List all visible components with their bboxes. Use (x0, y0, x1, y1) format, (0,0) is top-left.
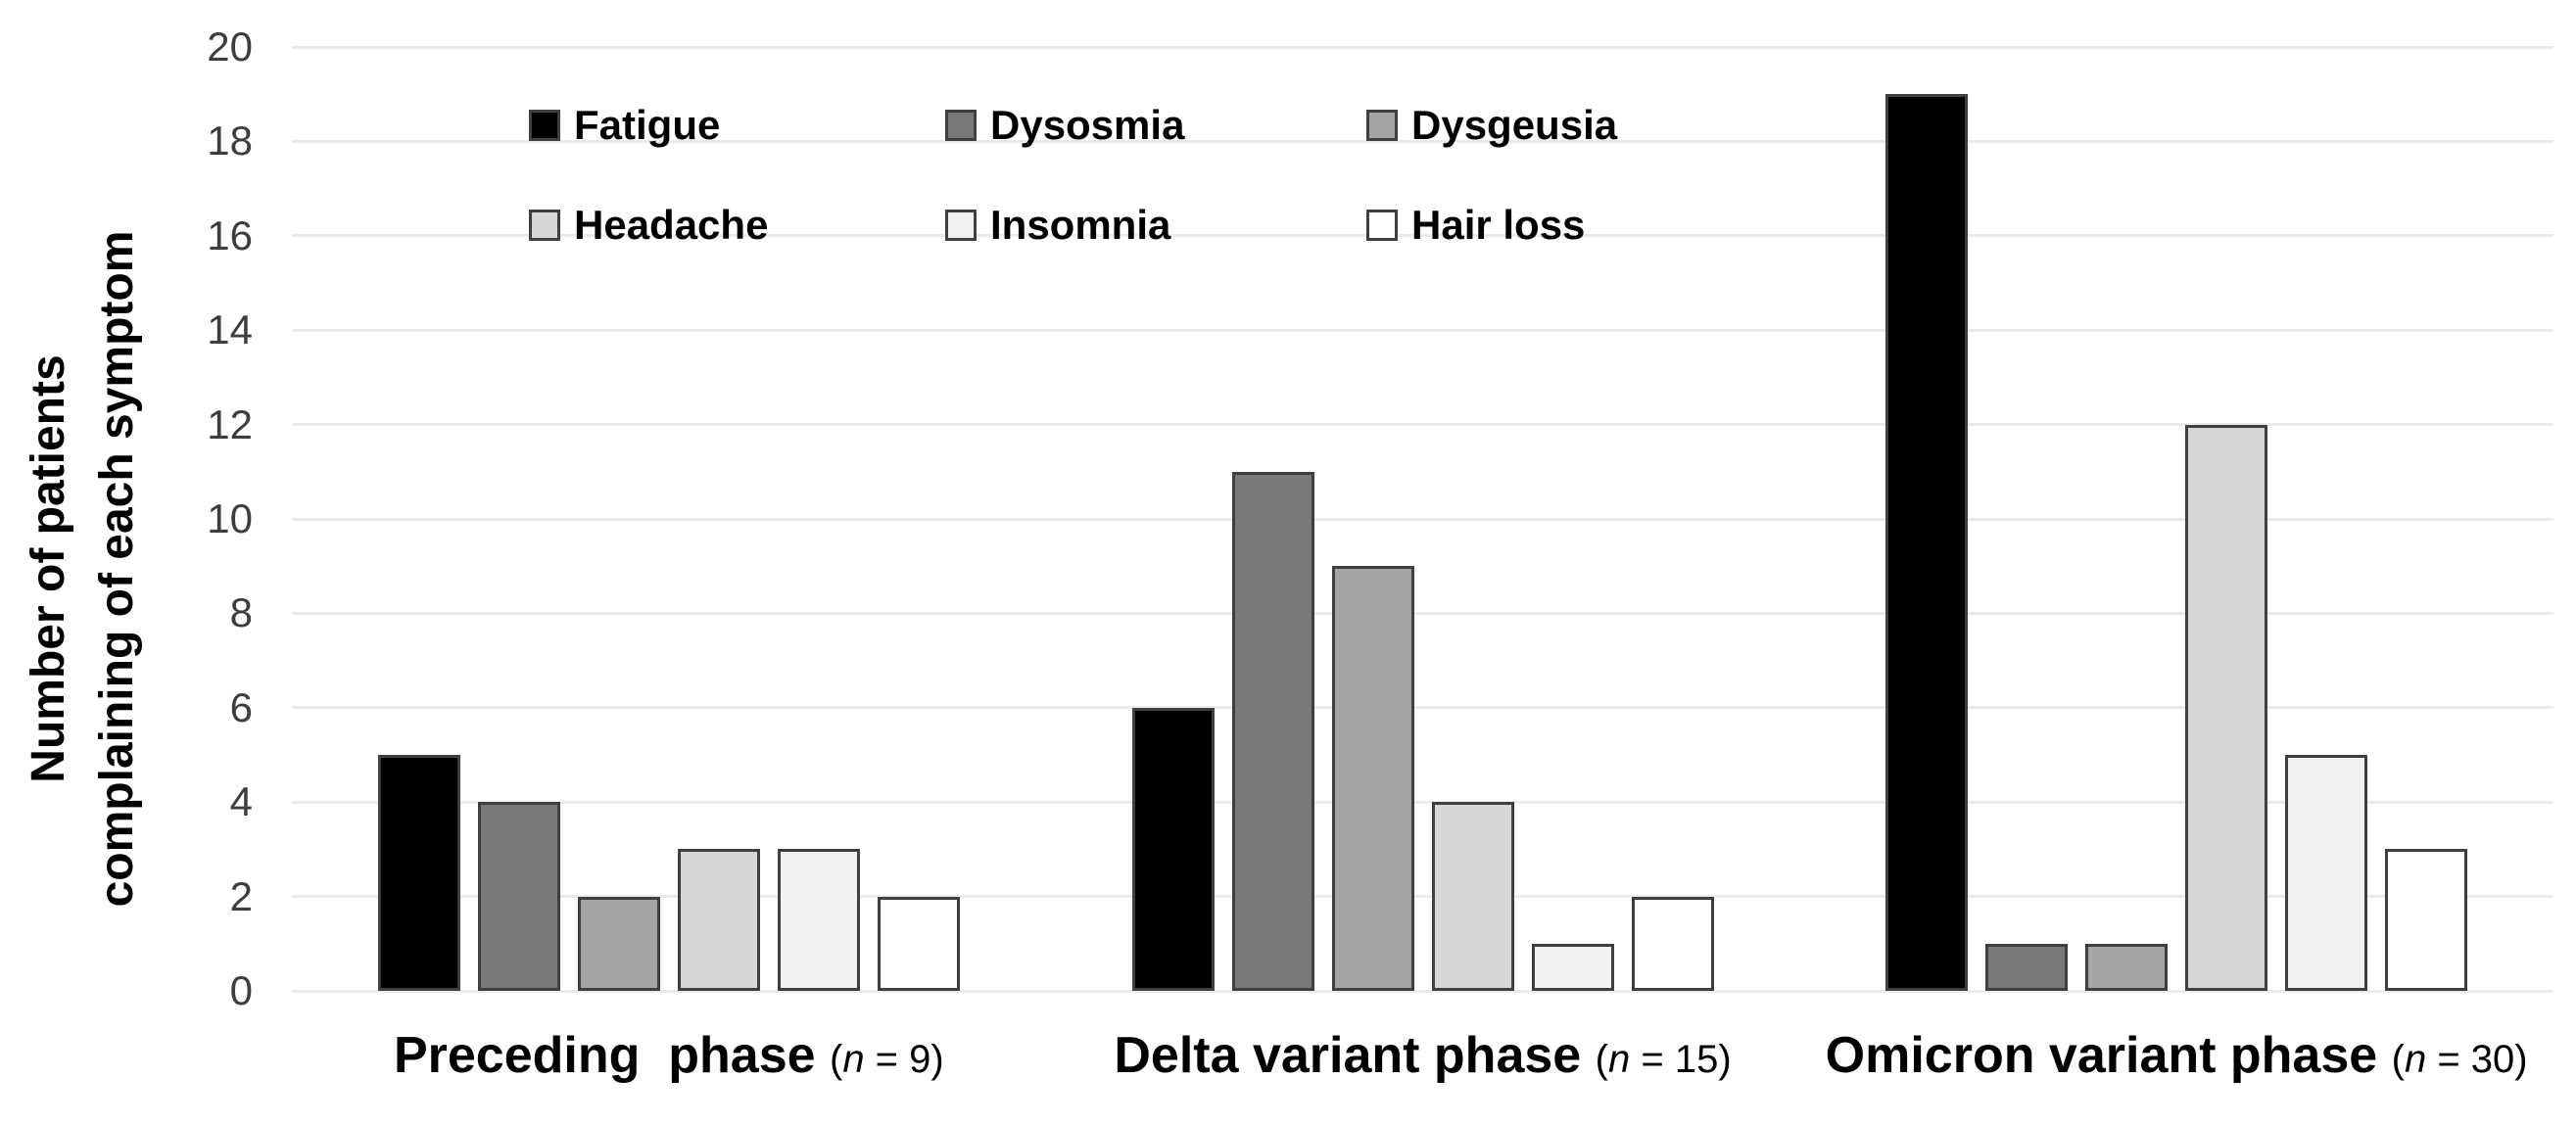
bar-preceding-phase-dysosmia (477, 802, 560, 991)
bar-preceding-phase-insomnia (777, 849, 860, 991)
y-tick-label-14: 14 (207, 306, 253, 353)
legend-label-headache: Headache (574, 202, 769, 248)
bar-omicron-variant-phase-fatigue (1885, 94, 1969, 991)
x-axis-group-label-delta-variant-phase: Delta variant phase (n = 15) (933, 1026, 1913, 1085)
bar-delta-variant-phase-fatigue (1131, 707, 1215, 991)
y-tick-label-2: 2 (229, 872, 253, 919)
gridline-2 (292, 895, 2553, 899)
y-tick-label-4: 4 (229, 778, 253, 825)
bar-omicron-variant-phase-dysgeusia (2085, 943, 2169, 991)
y-tick-label-12: 12 (207, 400, 253, 447)
x-axis-group-label-preceding-phase: Preceding phase (n = 9) (179, 1026, 1159, 1085)
bar-omicron-variant-phase-dysosmia (1985, 943, 2069, 991)
x-axis-group-n-note: (n = 15) (1595, 1038, 1732, 1081)
legend-item-hair-loss: Hair loss (1366, 202, 1585, 249)
bar-omicron-variant-phase-hair-loss (2385, 849, 2468, 991)
bar-preceding-phase-headache (677, 849, 760, 991)
legend-swatch-insomnia (945, 210, 977, 241)
legend-swatch-hair-loss (1366, 210, 1398, 241)
y-tick-label-8: 8 (229, 589, 253, 636)
gridline-6 (292, 706, 2553, 710)
gridline-16 (292, 234, 2553, 238)
bar-delta-variant-phase-hair-loss (1631, 896, 1714, 991)
y-tick-label-18: 18 (207, 117, 253, 164)
bar-preceding-phase-hair-loss (877, 896, 960, 991)
x-axis-group-label-omicron-variant-phase: Omicron variant phase (n = 30) (1687, 1026, 2576, 1085)
legend-swatch-dysosmia (945, 110, 977, 141)
gridline-4 (292, 800, 2553, 804)
x-axis-group-label-text: Delta variant phase (1114, 1027, 1596, 1084)
legend-item-headache: Headache (529, 202, 768, 249)
gridline-10 (292, 517, 2553, 521)
legend-label-insomnia: Insomnia (990, 202, 1171, 248)
gridline-0 (292, 989, 2553, 993)
bar-delta-variant-phase-headache (1431, 802, 1514, 991)
bar-omicron-variant-phase-headache (2185, 424, 2268, 991)
y-tick-label-20: 20 (207, 23, 253, 70)
gridline-20 (292, 45, 2553, 49)
bar-delta-variant-phase-dysgeusia (1331, 566, 1414, 991)
legend-label-hair-loss: Hair loss (1411, 202, 1586, 248)
gridline-8 (292, 611, 2553, 615)
bar-delta-variant-phase-dysosmia (1231, 471, 1314, 991)
x-axis-group-label-text: Preceding phase (393, 1027, 830, 1084)
legend-label-dysgeusia: Dysgeusia (1411, 102, 1618, 148)
x-axis-group-label-text: Omicron variant phase (1825, 1027, 2392, 1084)
gridline-12 (292, 423, 2553, 427)
bar-omicron-variant-phase-insomnia (2285, 755, 2368, 991)
bar-preceding-phase-fatigue (377, 755, 460, 991)
gridline-18 (292, 139, 2553, 143)
y-tick-label-16: 16 (207, 211, 253, 258)
legend-swatch-fatigue (529, 110, 560, 141)
legend-item-insomnia: Insomnia (945, 202, 1170, 249)
legend-swatch-headache (529, 210, 560, 241)
bar-preceding-phase-dysgeusia (577, 896, 660, 991)
legend-item-dysosmia: Dysosmia (945, 102, 1184, 149)
y-tick-label-10: 10 (207, 495, 253, 541)
legend-label-dysosmia: Dysosmia (990, 102, 1185, 148)
x-axis-group-n-note: (n = 9) (829, 1038, 944, 1081)
legend-swatch-dysgeusia (1366, 110, 1398, 141)
y-tick-label-0: 0 (229, 967, 253, 1013)
y-tick-label-6: 6 (229, 683, 253, 730)
legend-item-fatigue: Fatigue (529, 102, 720, 149)
x-axis-group-n-note: (n = 30) (2391, 1038, 2528, 1081)
bar-delta-variant-phase-insomnia (1531, 943, 1614, 991)
gridline-14 (292, 328, 2553, 332)
legend-label-fatigue: Fatigue (574, 102, 721, 148)
legend-item-dysgeusia: Dysgeusia (1366, 102, 1617, 149)
